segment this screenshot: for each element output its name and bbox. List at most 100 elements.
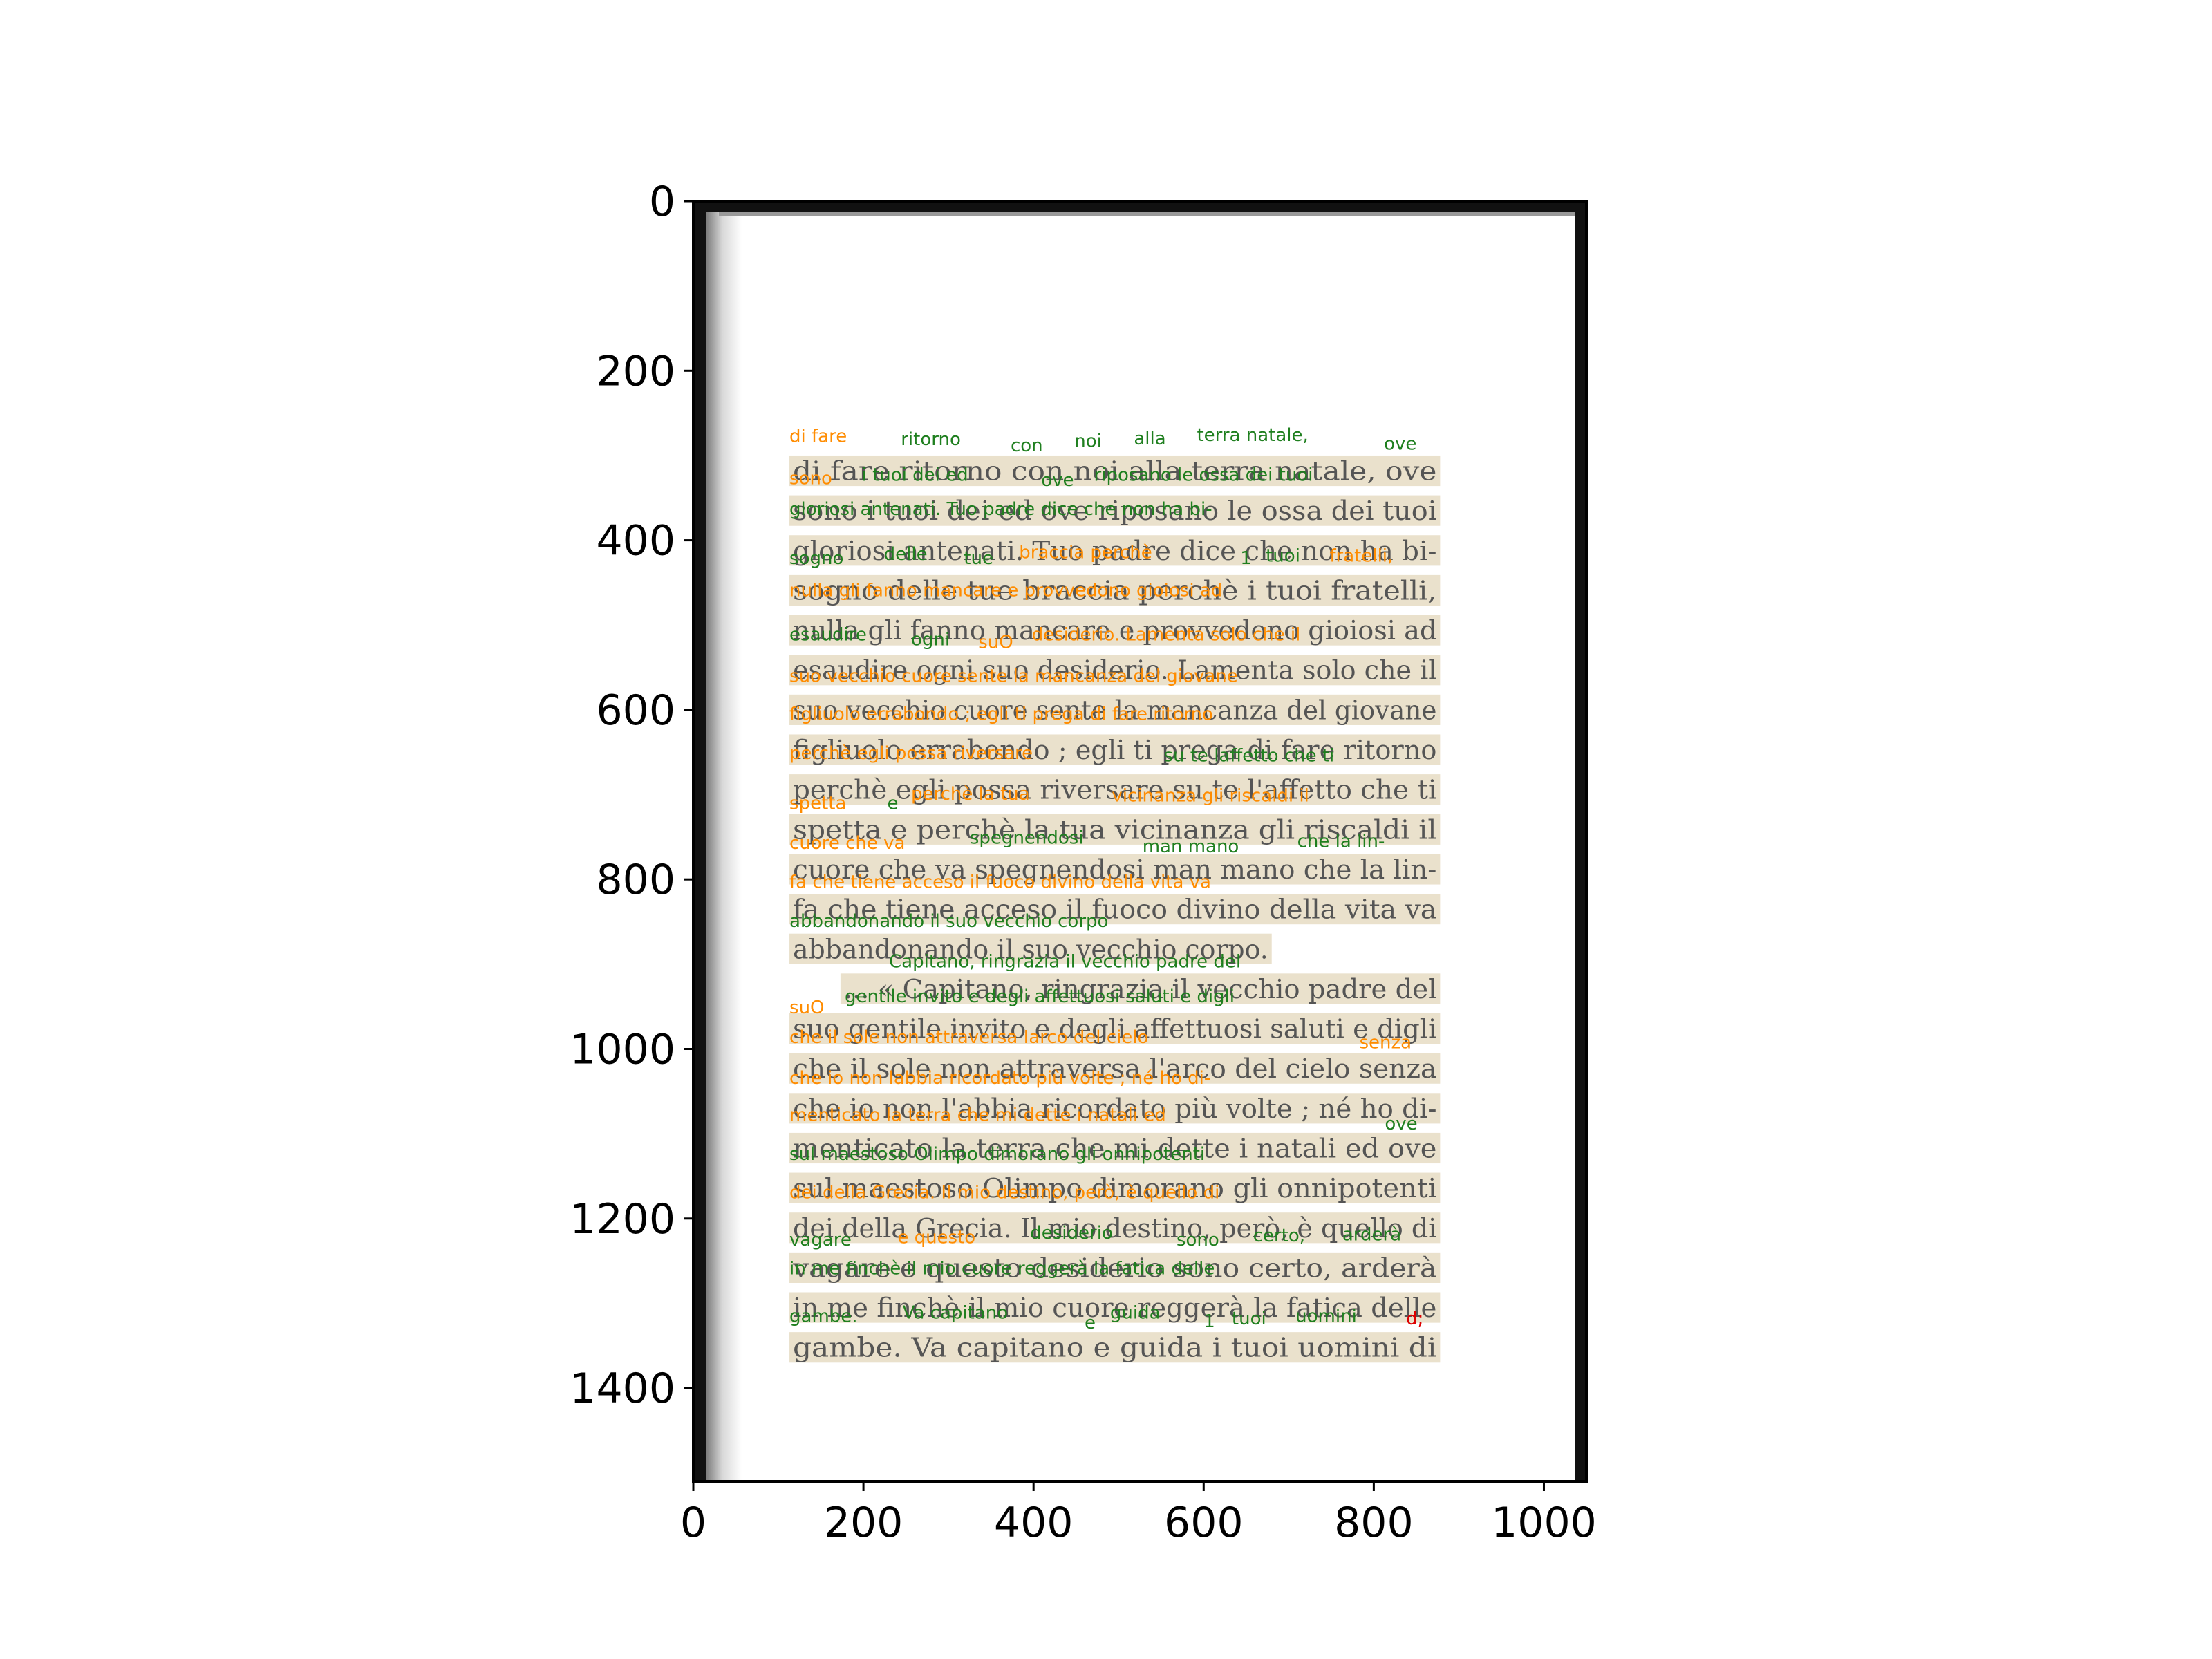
ocr-label: guida — [1110, 1303, 1161, 1324]
ocr-label: che io non labbia ricordato più volte ; … — [789, 1068, 1210, 1089]
word-box — [789, 734, 1441, 765]
ocr-label: 1 — [1240, 548, 1252, 569]
ocr-label: in me finchè il mio cuore reggerà la fat… — [789, 1259, 1215, 1280]
ocr-label: delle — [884, 544, 928, 565]
page-line: gambe. Va capitano e guida i tuoi uomini… — [793, 1333, 1436, 1363]
ocr-label: ritorno — [901, 429, 961, 450]
ocr-label: che il sole non attraversa Iarco del cie… — [789, 1027, 1148, 1048]
ocr-label: cuore che va — [789, 833, 905, 854]
y-tick-label: 800 — [596, 856, 675, 904]
word-box — [789, 1093, 1441, 1124]
ocr-label: e questo — [897, 1227, 975, 1248]
page-line: sogno delle tue braccia perchè i tuoi fr… — [793, 575, 1436, 606]
page-line: esaudire ogni suo desiderio. Lamenta sol… — [793, 655, 1436, 686]
ocr-label: certo, — [1253, 1226, 1305, 1246]
x-axis: 0 200 400 600 800 1000 — [680, 1481, 1597, 1547]
ocr-label: alla — [1134, 429, 1165, 449]
page-line: sul maestoso Olimpo dimorano gli onnipot… — [793, 1173, 1436, 1203]
ocr-label: sono — [789, 469, 832, 489]
ocr-label: suO — [978, 632, 1013, 653]
word-box — [789, 854, 1441, 885]
ocr-label: arderà — [1342, 1225, 1401, 1246]
word-box — [789, 574, 1441, 606]
page-line: vagare e questo desiderio sono certo, ar… — [792, 1253, 1437, 1283]
ocr-label: gambe. — [789, 1306, 858, 1327]
ocr-label: su te laffetto che ti — [1163, 746, 1334, 767]
ocr-label: riposano le ossa dei tuoi — [1094, 465, 1313, 486]
word-box — [789, 615, 1441, 646]
ocr-label: senza — [1359, 1032, 1412, 1053]
ocr-label: 1 — [1203, 1311, 1215, 1332]
ocr-label: vagare — [789, 1230, 852, 1250]
page-line: fa che tiene acceso il fuoco divino dell… — [793, 894, 1436, 925]
ocr-label: noi — [1074, 431, 1102, 452]
ocr-label: esaudire — [789, 624, 867, 645]
page-line: che il sole non attraversa l'arco del ci… — [793, 1053, 1436, 1084]
ocr-label: man mano — [1143, 836, 1239, 857]
x-tick-label: 200 — [824, 1499, 903, 1547]
ocr-label: tuoi — [1232, 1309, 1266, 1329]
y-tick-label: 1400 — [570, 1365, 675, 1413]
page-line: in me finchè il mio cuore reggerà la fat… — [793, 1293, 1436, 1323]
ocr-label: ove — [1384, 433, 1416, 454]
page-line: suo gentile invito e degli affettuosi sa… — [793, 1014, 1436, 1044]
ocr-label: braccia perchè — [1019, 542, 1152, 563]
axes-frame — [692, 200, 1588, 1483]
ocr-label: che la lin- — [1297, 832, 1385, 852]
word-box — [789, 1292, 1441, 1323]
ocr-label: di fare — [789, 426, 847, 447]
word-box — [789, 933, 1272, 964]
word-box — [789, 455, 1441, 487]
ocr-label: suO — [789, 997, 825, 1018]
ocr-label: con — [1011, 435, 1043, 456]
word-box — [789, 1013, 1441, 1044]
x-tick-label: 800 — [1334, 1499, 1414, 1547]
ocr-word-boxes — [789, 455, 1441, 1363]
ocr-label: terra natale, — [1197, 425, 1308, 446]
ocr-label: gentile invito e degli affettuosi saluti… — [845, 986, 1235, 1007]
ocr-label: desiderio. Lamenta solo che il — [1032, 624, 1301, 645]
page-line: nulla gli fanno mancare e provvedono gio… — [793, 615, 1436, 646]
ocr-label: dei della Grecia. Il mio destino, però, … — [789, 1182, 1219, 1203]
word-box — [789, 1053, 1441, 1084]
page-line: sono i tuoi dei ed ove riposano le ossa … — [793, 496, 1436, 526]
page-line: ... « Capitano, ringrazia il vecchio pad… — [844, 974, 1437, 1004]
page-line: menticato la terra che mi dette i natali… — [793, 1133, 1436, 1163]
x-tick-label: 400 — [994, 1499, 1074, 1547]
ocr-label: fa che tiene acceso il fuoco divino dell… — [789, 872, 1211, 892]
page-line: abbandonando il suo vecchio corpo. — [793, 934, 1268, 964]
x-tick-label: 1000 — [1491, 1499, 1597, 1547]
y-tick-label: 0 — [649, 178, 675, 226]
ocr-label: gloriosi antenati. Tuo padre dice che no… — [789, 499, 1212, 520]
ocr-label: Va capitano — [903, 1303, 1008, 1324]
word-box — [789, 694, 1441, 725]
word-box — [840, 973, 1441, 1004]
y-tick-label: 1000 — [570, 1025, 675, 1074]
page-line: di fare ritorno con noi alla terra natal… — [793, 456, 1436, 487]
page-line: figliuolo errabondo ; egli ti prega di f… — [793, 735, 1436, 765]
y-tick-label: 400 — [596, 517, 675, 565]
y-tick-label: 600 — [596, 686, 675, 735]
ocr-label: tue — [964, 548, 993, 569]
page-line: perchè egli possa riversare su te l'affe… — [793, 775, 1436, 805]
word-box — [789, 814, 1441, 845]
page-line: cuore che va spegnendosi man mano che la… — [793, 854, 1436, 885]
page-line: suo vecchio cuore sente la mancanza del … — [793, 695, 1436, 725]
x-tick-label: 600 — [1164, 1499, 1244, 1547]
word-box — [789, 535, 1441, 566]
word-box — [789, 894, 1441, 925]
ocr-label: i tuoi dei ed — [862, 465, 968, 486]
ocr-label: spegnendosi — [970, 828, 1084, 849]
ocr-label: sogno — [789, 548, 843, 569]
word-box — [789, 1172, 1441, 1203]
ocr-label: nulla gli fanno mancare e provvedono gio… — [789, 581, 1222, 601]
ocr-label: abbandonando il suo vecchio corpo — [789, 911, 1108, 932]
ocr-labels: di fare ritorno con noi alla terra natale, ove… — [789, 425, 1423, 1333]
ocr-label: ogni — [911, 630, 950, 650]
ocr-label: d; — [1406, 1309, 1423, 1329]
ocr-label: perchè la tua — [911, 784, 1030, 805]
ocr-label: tuoi — [1266, 545, 1300, 566]
y-axis: 0 200 400 600 800 1000 1200 1400 — [570, 178, 693, 1413]
y-tick-label: 1200 — [570, 1195, 675, 1244]
